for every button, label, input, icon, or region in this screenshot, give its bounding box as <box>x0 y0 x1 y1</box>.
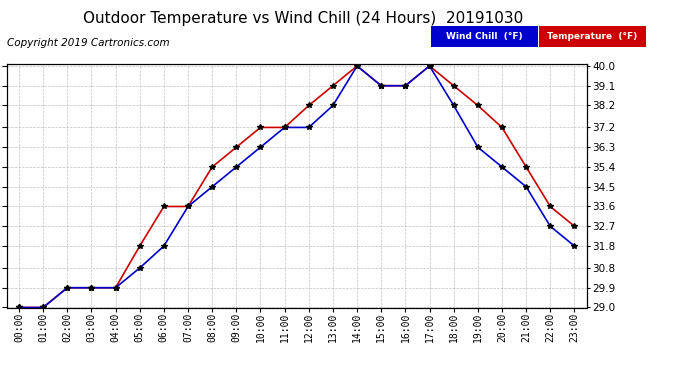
Text: Outdoor Temperature vs Wind Chill (24 Hours)  20191030: Outdoor Temperature vs Wind Chill (24 Ho… <box>83 11 524 26</box>
Text: Wind Chill  (°F): Wind Chill (°F) <box>446 32 523 41</box>
Text: Temperature  (°F): Temperature (°F) <box>547 32 638 41</box>
Text: Copyright 2019 Cartronics.com: Copyright 2019 Cartronics.com <box>7 38 170 48</box>
